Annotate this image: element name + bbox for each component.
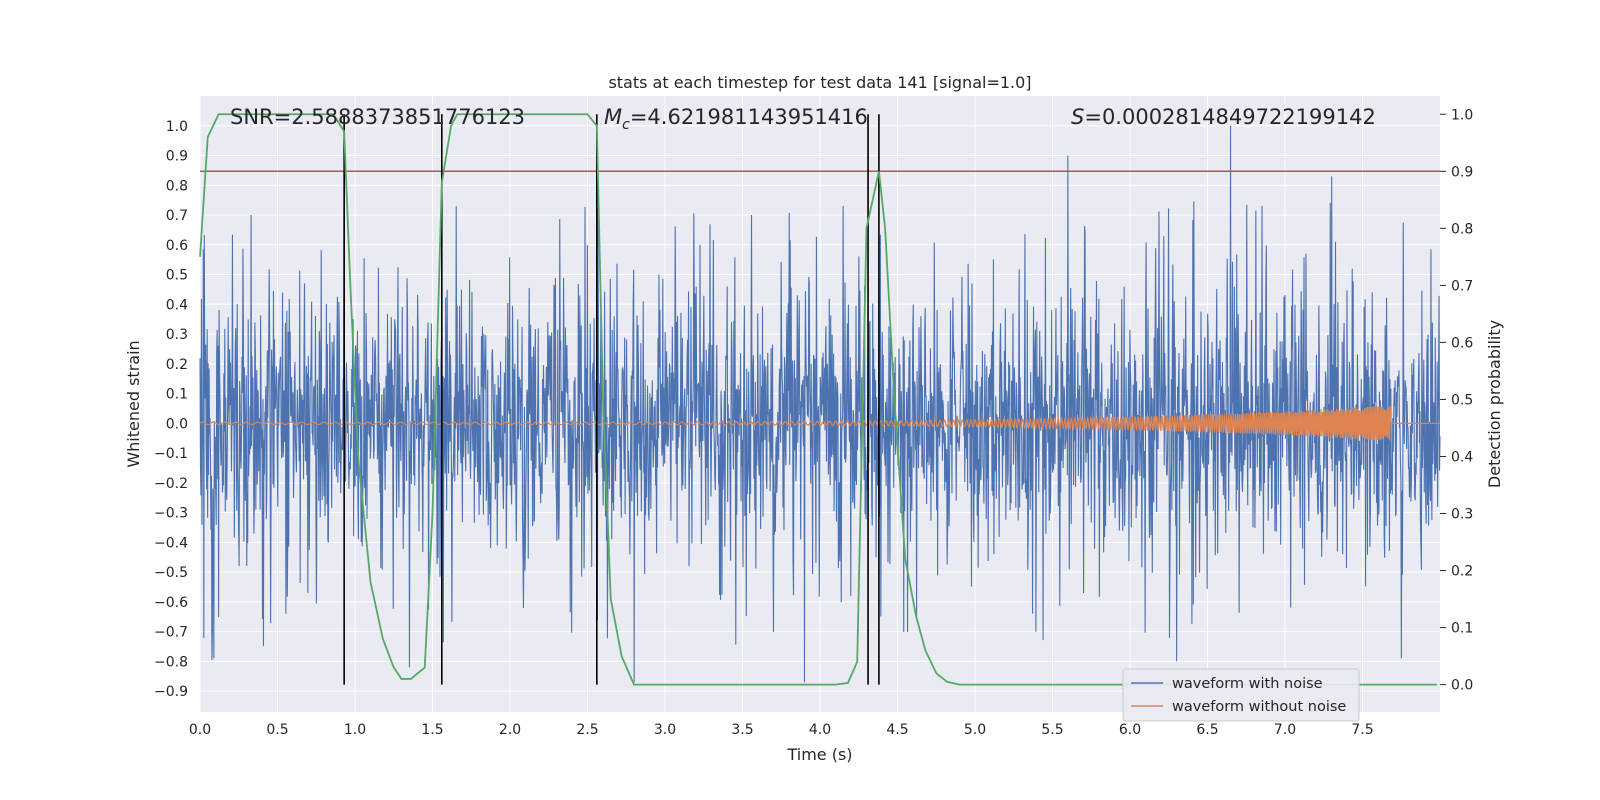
y-tick-label-left: 0.7	[166, 208, 188, 224]
x-axis-label: Time (s)	[786, 745, 852, 764]
snr-annotation: SNR=2.5888373851776123	[230, 105, 525, 129]
y-axis-label-right: Detection probability	[1485, 320, 1504, 488]
y-tick-label-right: 0.8	[1451, 221, 1473, 237]
y-tick-label-left: 0.1	[166, 387, 188, 403]
ticks: 0.0 0.5 1.0 1.5 2.0 2.5 3.0 3.5 4.0 4.5 5.0 5.5 6.0 6…	[154, 107, 1473, 738]
legend: waveform with noise waveform without noi…	[1122, 668, 1360, 722]
y-tick-label-right: 0.7	[1451, 278, 1473, 294]
y-tick-label-left: 0.3	[166, 327, 188, 343]
legend-label-clean: waveform without noise	[1172, 699, 1346, 715]
x-tick-label: 4.0	[809, 722, 831, 738]
legend-box	[1122, 668, 1360, 722]
y-tick-label-left: 0.9	[166, 149, 188, 165]
y-tick-label-right: 1.0	[1451, 107, 1473, 123]
y-tick-label-left: −0.6	[154, 595, 188, 611]
y-tick-label-right: 0.2	[1451, 564, 1473, 580]
y-tick-label-right: 0.3	[1451, 507, 1473, 523]
noisy-waveform-series	[199, 125, 1441, 683]
y-axis-label-left: Whitened strain	[124, 340, 143, 467]
y-tick-label-left: 0.0	[166, 416, 188, 432]
x-tick-label: 7.0	[1274, 722, 1296, 738]
x-tick-label: 4.5	[886, 722, 908, 738]
y-tick-label-left: 0.4	[166, 297, 188, 313]
x-tick-label: 1.0	[344, 722, 366, 738]
y-tick-label-left: 0.2	[166, 357, 188, 373]
x-tick-label: 5.0	[964, 722, 986, 738]
x-tick-label: 2.5	[576, 722, 598, 738]
y-tick-label-left: −0.3	[154, 506, 188, 522]
chart-title: stats at each timestep for test data 141…	[608, 73, 1031, 92]
y-tick-label-left: −0.4	[154, 535, 188, 551]
y-tick-label-left: −0.5	[154, 565, 188, 581]
legend-label-noisy: waveform with noise	[1172, 676, 1323, 692]
y-tick-label-left: 0.5	[166, 268, 188, 284]
x-tick-label: 0.0	[189, 722, 211, 738]
x-tick-label: 2.0	[499, 722, 521, 738]
probability-series	[199, 113, 1437, 686]
score-annotation: S=0.0002814849722199142	[1071, 105, 1376, 129]
y-tick-label-right: 0.4	[1451, 449, 1473, 465]
x-tick-label: 5.5	[1041, 722, 1063, 738]
y-tick-label-right: 0.1	[1451, 621, 1473, 637]
y-tick-label-right: 0.5	[1451, 392, 1473, 408]
y-tick-label-left: −0.7	[154, 625, 188, 641]
x-tick-label: 1.5	[421, 722, 443, 738]
y-tick-label-left: −0.2	[154, 476, 188, 492]
x-tick-label: 6.5	[1196, 722, 1218, 738]
x-tick-label: 0.5	[266, 722, 288, 738]
x-tick-label: 7.5	[1351, 722, 1373, 738]
clean-waveform-line	[199, 405, 1440, 441]
detection-probability-line	[199, 113, 1437, 686]
y-tick-label-left: 0.6	[166, 238, 188, 254]
y-tick-label-left: −0.8	[154, 654, 188, 670]
overlay-lines	[200, 114, 1440, 685]
y-tick-label-right: 0.9	[1451, 164, 1473, 180]
y-tick-label-left: −0.1	[154, 446, 188, 462]
x-tick-label: 6.0	[1119, 722, 1141, 738]
x-tick-label: 3.5	[731, 722, 753, 738]
x-tick-label: 3.0	[654, 722, 676, 738]
y-tick-label-left: 1.0	[166, 119, 188, 135]
noisy-waveform-line	[199, 125, 1441, 683]
y-tick-label-right: 0.0	[1451, 678, 1473, 694]
y-tick-label-right: 0.6	[1451, 335, 1473, 351]
y-tick-label-left: −0.9	[154, 684, 188, 700]
y-tick-label-left: 0.8	[166, 178, 188, 194]
chirp-mass-annotation: Mc=4.621981143951416	[604, 105, 868, 133]
clean-waveform-series	[199, 405, 1440, 441]
